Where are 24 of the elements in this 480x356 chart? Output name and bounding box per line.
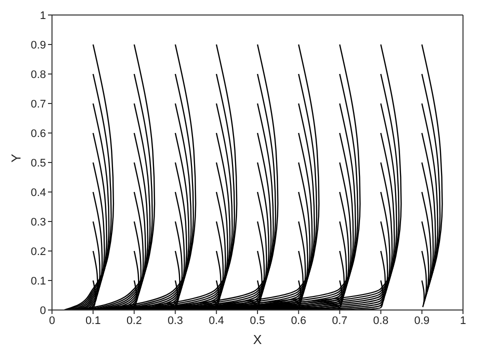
x-tick-label: 0.2 — [126, 314, 142, 327]
y-axis-title: Y — [8, 154, 24, 162]
y-tick-label: 0.3 — [30, 216, 46, 228]
y-tick-label: 1 — [40, 10, 46, 22]
x-axis-title: X — [253, 332, 262, 347]
y-tick-label: 0.1 — [30, 275, 46, 288]
y-tick-label: 0.5 — [30, 157, 46, 170]
x-tick-label: 0.4 — [208, 314, 224, 327]
x-tick-label: 0.7 — [332, 314, 348, 327]
x-tick-label: 0 — [48, 314, 56, 327]
y-tick-label: 0.9 — [30, 39, 46, 52]
x-tick-label: 0.9 — [414, 314, 430, 327]
x-tick-label: 0.6 — [290, 314, 306, 327]
x-tick-label: 0.5 — [250, 314, 266, 327]
y-tick-label: 0.7 — [30, 98, 46, 110]
y-tick-label: 0 — [40, 304, 46, 317]
x-tick-label: 0.1 — [85, 314, 101, 327]
x-tick-label: 0.8 — [373, 314, 388, 327]
y-tick-label: 0.6 — [30, 128, 46, 140]
x-tick-label: 1 — [460, 314, 466, 327]
y-tick-label: 0.4 — [30, 186, 46, 199]
x-tick-label: 0.3 — [168, 314, 183, 327]
y-tick-label: 0.8 — [30, 68, 46, 81]
y-tick-label: 0.2 — [30, 246, 46, 258]
